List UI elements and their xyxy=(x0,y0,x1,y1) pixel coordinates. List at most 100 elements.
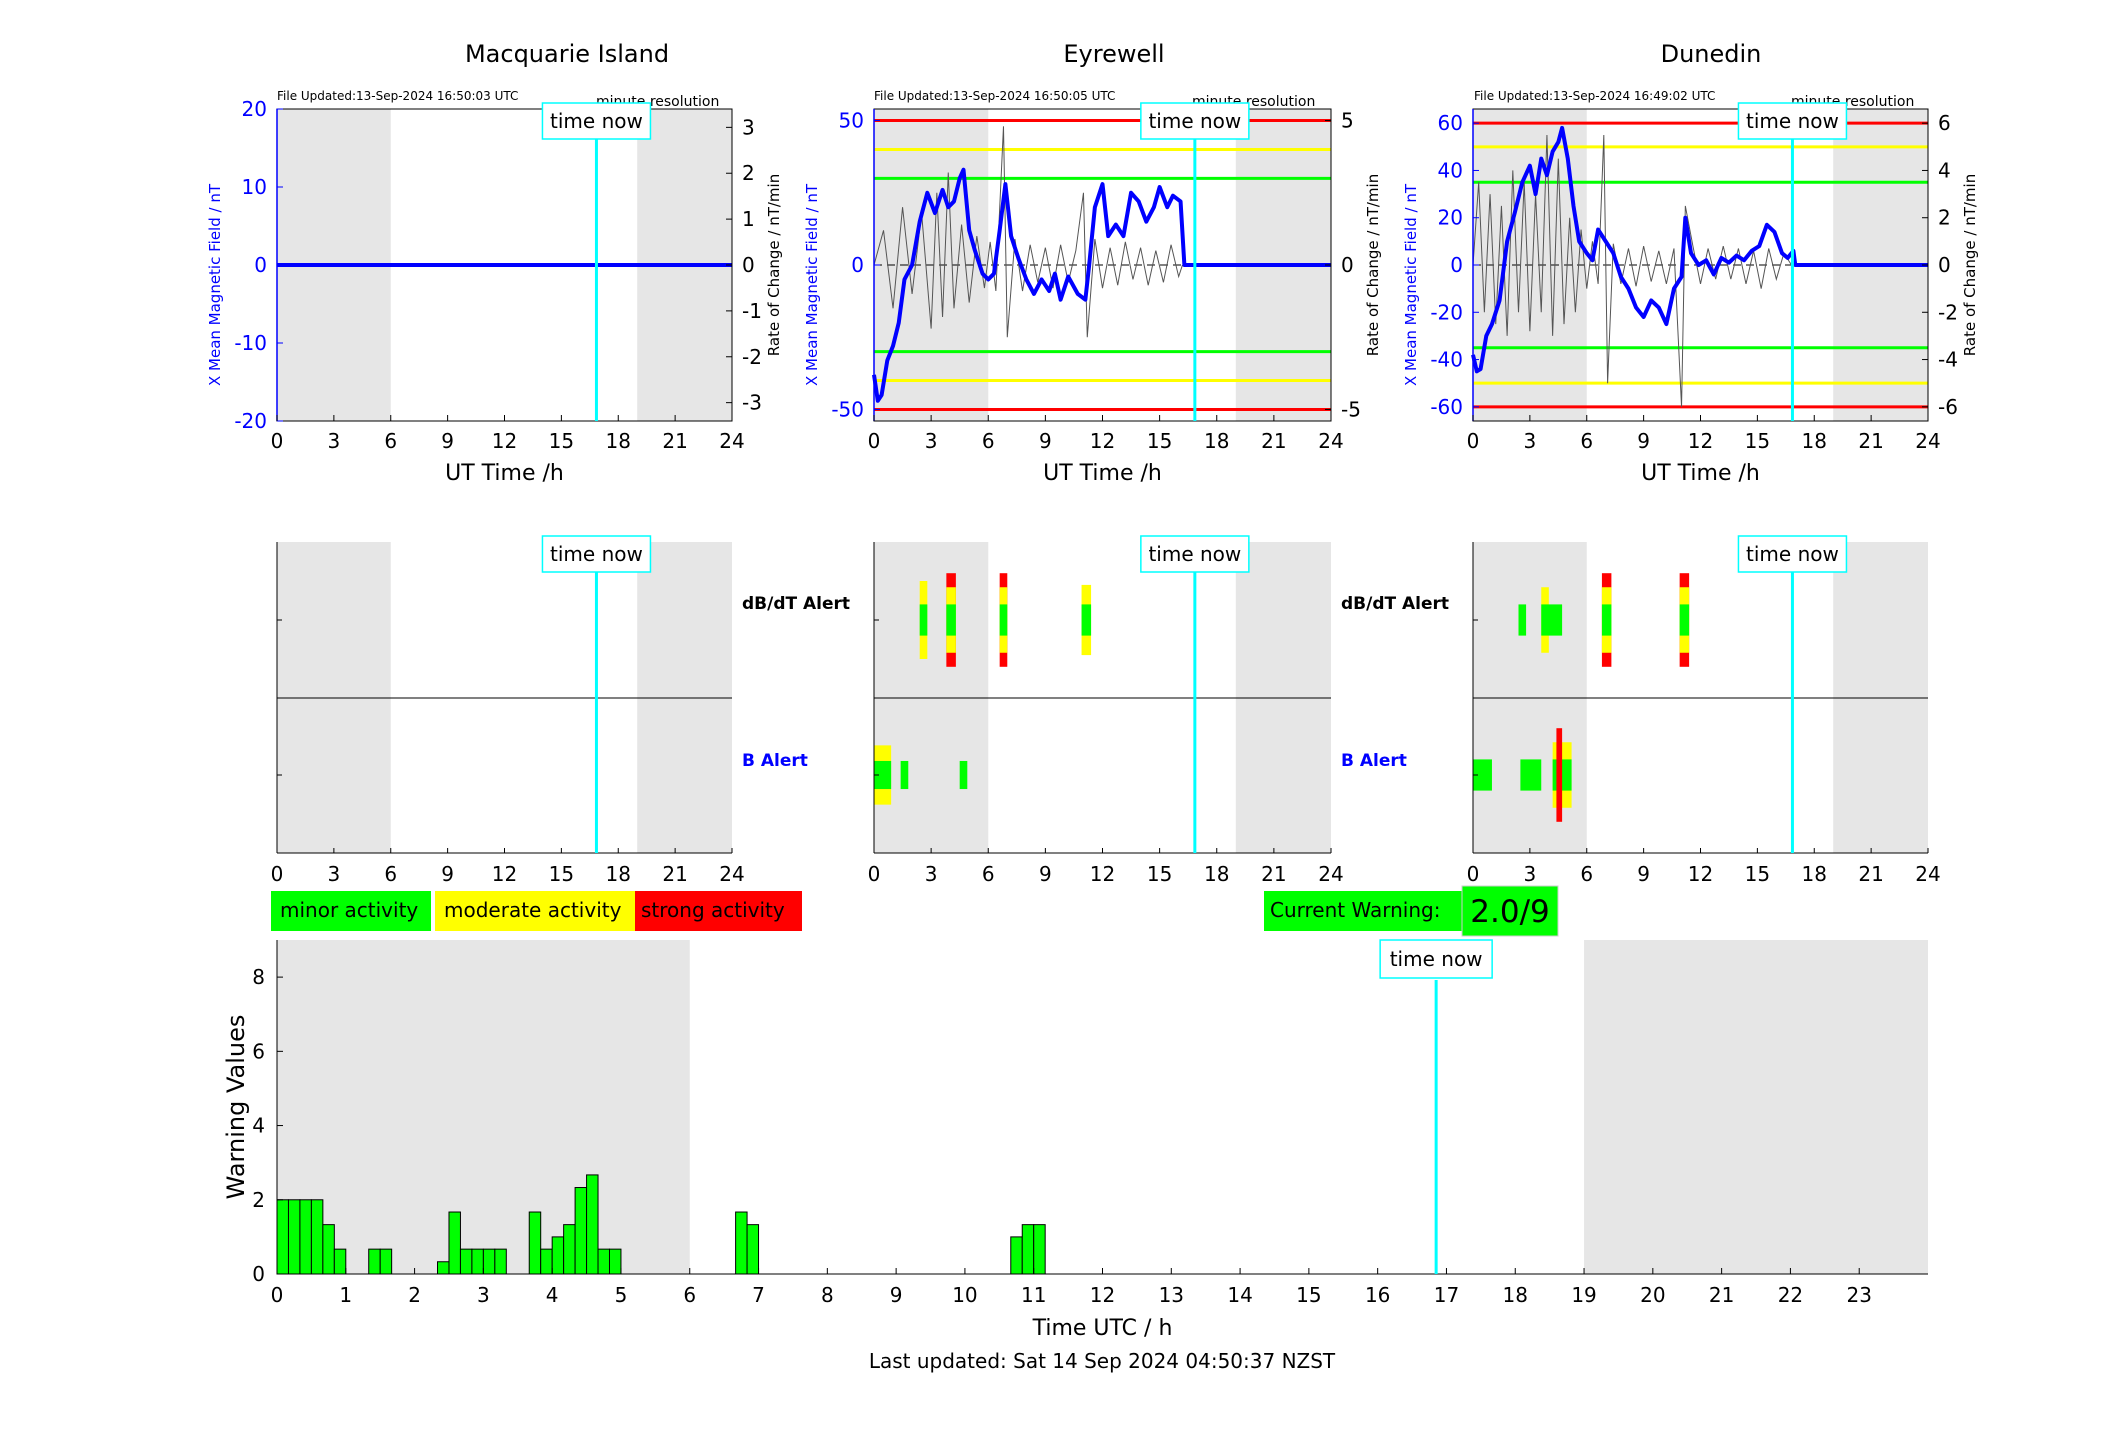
x-tick-label: 3 xyxy=(477,1283,490,1307)
alert-bar-green xyxy=(1518,604,1527,636)
x-tick-label: 15 xyxy=(1147,429,1172,453)
x-tick-label: 15 xyxy=(1745,429,1770,453)
x-tick-label: 18 xyxy=(1204,429,1229,453)
warning-bar xyxy=(1021,1224,1035,1275)
x-tick-label: 15 xyxy=(549,862,574,886)
alert-bar-green xyxy=(1679,604,1690,636)
y-tick-label-left: 50 xyxy=(839,109,864,133)
y-tick-label-right: -2 xyxy=(742,345,762,369)
warning-bar xyxy=(586,1174,599,1275)
warning-bar xyxy=(448,1211,461,1275)
rate-of-change-series xyxy=(873,126,1183,338)
warning-bar xyxy=(379,1248,393,1275)
night-shade xyxy=(277,940,690,1274)
x-tick-label: 3 xyxy=(1524,862,1537,886)
y-tick-label-right: 5 xyxy=(1341,109,1354,133)
x-tick-label: 18 xyxy=(606,862,631,886)
y-tick-label-left: 60 xyxy=(1438,111,1463,135)
warning-bar xyxy=(528,1211,542,1275)
time-now-label: time now xyxy=(1148,542,1241,566)
x-tick-label: 14 xyxy=(1227,1283,1252,1307)
warning-bar xyxy=(494,1248,507,1275)
x-tick-label: 6 xyxy=(384,862,397,886)
current-warning-label: Current Warning: xyxy=(1270,898,1440,922)
x-tick-label: 0 xyxy=(271,1283,284,1307)
x-tick-label: 8 xyxy=(821,1283,834,1307)
x-tick-label: 3 xyxy=(1524,429,1537,453)
y-tick-label-left: 20 xyxy=(242,97,267,121)
x-tick-label: 0 xyxy=(868,429,881,453)
x-tick-label: 15 xyxy=(1745,862,1770,886)
x-tick-label: 0 xyxy=(1467,429,1480,453)
legend-moderate-swatch xyxy=(435,891,635,931)
time-now-box xyxy=(541,535,652,573)
warning-bar xyxy=(482,1248,496,1275)
alert-bar-green xyxy=(999,604,1008,636)
time-now-label: time now xyxy=(1148,109,1241,133)
footer-last-updated: Last updated: Sat 14 Sep 2024 04:50:37 N… xyxy=(869,1349,1336,1373)
y-tick-label: 0 xyxy=(252,1262,265,1286)
warning-bar xyxy=(276,1199,289,1275)
x-tick-label: 5 xyxy=(615,1283,628,1307)
x-tick-label: 6 xyxy=(982,862,995,886)
file-updated-macquarie: File Updated:13-Sep-2024 16:50:03 UTC xyxy=(277,89,518,103)
x-tick-label: 12 xyxy=(1090,1283,1115,1307)
warning-bar xyxy=(563,1224,576,1275)
station-title-dunedin: Dunedin xyxy=(1661,40,1762,68)
x-tick-label: 6 xyxy=(683,1283,696,1307)
x-tick-label: 16 xyxy=(1365,1283,1390,1307)
y-axis-label-right: Rate of Change / nT/min xyxy=(1961,174,1979,356)
y-tick-label-right: 2 xyxy=(742,161,755,185)
time-now-box xyxy=(541,102,652,140)
y-tick-label-left: 0 xyxy=(1450,253,1463,277)
x-tick-label: 2 xyxy=(408,1283,421,1307)
dbdt-alert-label-eyrewell: dB/dT Alert xyxy=(1341,594,1449,614)
y-tick-label-left: -20 xyxy=(234,409,267,433)
y-tick-label-right: -1 xyxy=(742,299,762,323)
warning-bar xyxy=(574,1187,588,1275)
x-tick-label: 22 xyxy=(1778,1283,1803,1307)
legend-strong-label: strong activity xyxy=(641,898,785,922)
x-tick-label: 12 xyxy=(1688,862,1713,886)
station-title-macquarie: Macquarie Island xyxy=(465,40,669,68)
x-tick-label: 9 xyxy=(1637,429,1650,453)
warning-bar xyxy=(608,1248,622,1275)
x-tick-label: 9 xyxy=(1039,429,1052,453)
y-tick-label-left: 40 xyxy=(1438,158,1463,182)
warning-bar xyxy=(459,1248,473,1275)
x-tick-label: 15 xyxy=(1147,862,1172,886)
time-now-box xyxy=(1737,102,1848,140)
x-tick-label: 18 xyxy=(1503,1283,1528,1307)
y-tick-label-right: 6 xyxy=(1938,111,1951,135)
x-tick-label: 24 xyxy=(1318,862,1343,886)
y-tick-label-left: 0 xyxy=(254,253,267,277)
x-tick-label: 9 xyxy=(441,862,454,886)
warning-bar xyxy=(551,1236,565,1275)
warning-bar xyxy=(322,1224,335,1275)
x-tick-label: 9 xyxy=(890,1283,903,1307)
y-tick-label-left: 20 xyxy=(1438,206,1463,230)
time-now-label: time now xyxy=(1746,542,1839,566)
x-tick-label: 9 xyxy=(441,429,454,453)
legend-moderate-label: moderate activity xyxy=(444,898,622,922)
current-warning-value-box xyxy=(1461,885,1559,937)
y-tick-label-right: -3 xyxy=(742,391,762,415)
file-updated-eyrewell: File Updated:13-Sep-2024 16:50:05 UTC xyxy=(874,89,1115,103)
alert-bar-green xyxy=(959,760,968,790)
time-now-box xyxy=(1737,535,1848,573)
x-tick-label: 24 xyxy=(1915,429,1940,453)
warning-bar xyxy=(471,1248,484,1275)
time-now-box xyxy=(1140,102,1250,140)
x-tick-label: 13 xyxy=(1159,1283,1184,1307)
y-axis-label-left: X Mean Magnetic Field / nT xyxy=(1402,183,1420,386)
x-axis-label: UT Time /h xyxy=(1641,461,1760,486)
current-warning-value: 2.0/9 xyxy=(1470,894,1549,930)
x-tick-label: 6 xyxy=(384,429,397,453)
x-tick-label: 21 xyxy=(1858,429,1883,453)
warning-bar xyxy=(1010,1236,1023,1275)
x-tick-label: 24 xyxy=(1318,429,1343,453)
rate-of-change-series xyxy=(1472,134,1792,407)
legend-minor-swatch xyxy=(271,891,431,931)
y-tick-label-right: -2 xyxy=(1938,300,1958,324)
x-tick-label: 12 xyxy=(492,862,517,886)
